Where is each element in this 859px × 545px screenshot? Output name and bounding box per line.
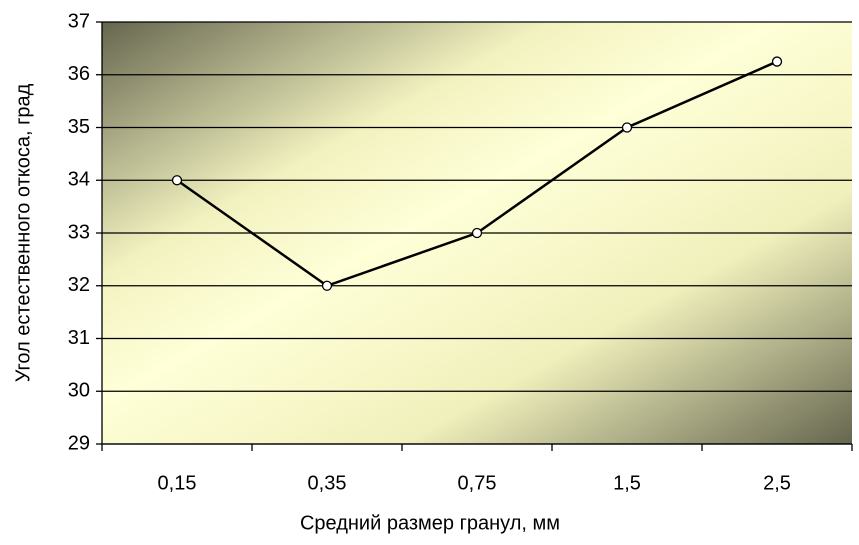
y-tick-label: 31 xyxy=(68,327,90,349)
marker xyxy=(171,175,183,186)
y-tick-label: 30 xyxy=(68,380,90,402)
y-tick-label: 29 xyxy=(68,432,90,454)
y-tick-label: 36 xyxy=(68,63,90,85)
y-tick-label: 37 xyxy=(68,10,90,32)
x-tick-label: 0,75 xyxy=(458,472,497,494)
y-tick-label: 33 xyxy=(68,221,90,243)
marker xyxy=(471,227,483,239)
x-tick-label: 2,5 xyxy=(763,472,791,494)
x-tick-label: 0,15 xyxy=(158,472,197,494)
y-tick-label: 35 xyxy=(68,116,90,138)
marker xyxy=(621,122,633,133)
y-tick-label: 34 xyxy=(68,169,90,191)
y-axis-label: Угол естественного откоса, град xyxy=(12,83,34,382)
x-tick-label: 1,5 xyxy=(613,472,641,494)
marker xyxy=(771,56,783,67)
marker xyxy=(321,280,333,291)
x-axis-label: Средний размер гранул, мм xyxy=(300,512,560,534)
y-tick-label: 32 xyxy=(68,274,90,296)
x-tick-label: 0,35 xyxy=(308,472,347,494)
